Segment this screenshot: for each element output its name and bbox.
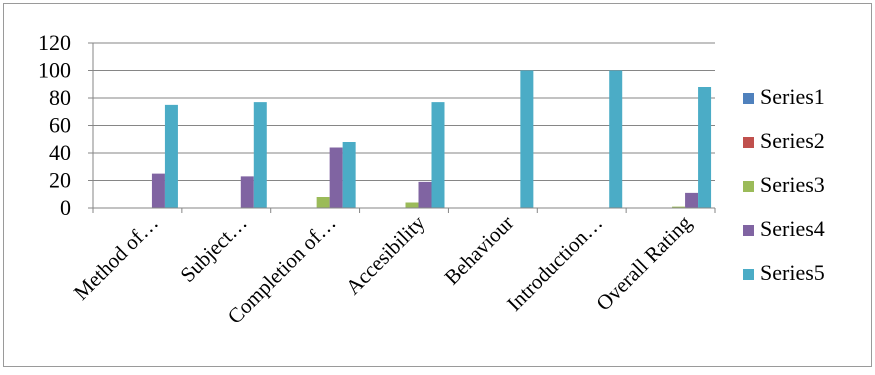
legend-label-series3: Series3	[760, 172, 825, 197]
legend-swatch-series1	[743, 93, 754, 104]
bar-series5-4	[520, 70, 534, 208]
x-category-label: Subject…	[175, 211, 251, 287]
y-tick-label: 60	[49, 113, 71, 138]
y-tick-label: 20	[49, 168, 71, 193]
y-tick-label: 80	[49, 85, 71, 110]
y-tick-label: 120	[38, 30, 71, 55]
legend-label-series5: Series5	[760, 260, 825, 285]
chart-frame: 0 20 40 60 80 100 120 Method of… Subject… Comple…	[3, 3, 872, 367]
bar-series5-2	[342, 142, 356, 208]
x-category-labels: Method of… Subject…Completion of… Accesibi…	[69, 210, 697, 328]
bar-series4-1	[240, 176, 254, 208]
legend-swatch-series4	[743, 225, 754, 236]
bar-series5-3	[431, 102, 445, 208]
legend-label-series2: Series2	[760, 128, 825, 153]
bar-series5-1	[253, 102, 267, 208]
y-tick-label: 40	[49, 140, 71, 165]
legend-label-series4: Series4	[760, 216, 825, 241]
x-category-label: Behaviour	[440, 211, 519, 290]
axes	[88, 42, 716, 213]
bar-series3-3	[405, 202, 419, 208]
x-category-label: Method of…	[69, 211, 163, 305]
bar-series4-6	[685, 192, 699, 208]
bar-series4-2	[329, 147, 343, 208]
x-category-label: Introduction…	[502, 211, 607, 316]
bar-series4-3	[418, 181, 432, 208]
bar-series5-0	[164, 104, 178, 208]
bar-series5-5	[609, 70, 623, 208]
legend: Series1 Series2 Series3 Series4 Series5	[743, 84, 825, 285]
legend-swatch-series2	[743, 137, 754, 148]
y-tick-label: 100	[38, 58, 71, 83]
x-category-label: Accesibility	[341, 210, 430, 299]
bar-series5-6	[698, 87, 712, 208]
y-tick-label: 0	[60, 195, 71, 220]
legend-swatch-series5	[743, 269, 754, 280]
bar-series3-6	[672, 206, 686, 208]
bar-series3-2	[316, 197, 330, 208]
bar-series4-0	[151, 173, 165, 208]
legend-swatch-series3	[743, 181, 754, 192]
x-category-label: Overall Rating	[591, 210, 696, 315]
legend-label-series1: Series1	[760, 84, 825, 109]
bars	[151, 70, 712, 208]
